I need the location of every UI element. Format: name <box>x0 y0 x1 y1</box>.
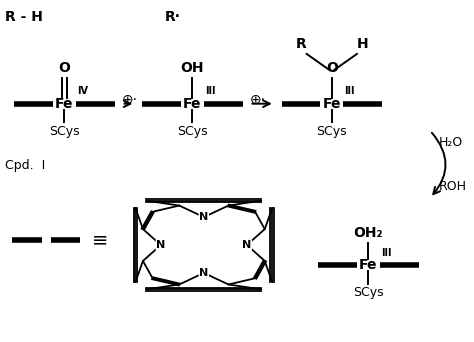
Text: ⊕·: ⊕· <box>249 93 265 107</box>
Text: SCys: SCys <box>177 125 208 138</box>
Text: III: III <box>205 86 216 96</box>
Text: ≡: ≡ <box>92 231 108 249</box>
Text: N: N <box>156 240 165 250</box>
Text: SCys: SCys <box>353 286 383 299</box>
Text: N: N <box>242 240 252 250</box>
Text: III: III <box>381 248 392 258</box>
Text: SCys: SCys <box>317 125 347 138</box>
Text: OH₂: OH₂ <box>354 226 383 240</box>
Text: III: III <box>345 86 355 96</box>
Text: ROH: ROH <box>439 180 467 193</box>
Text: Fe: Fe <box>55 97 74 111</box>
Text: Fe: Fe <box>322 97 341 111</box>
Text: N: N <box>199 268 209 278</box>
Text: Fe: Fe <box>359 258 378 272</box>
Text: Cpd.  I: Cpd. I <box>5 159 46 172</box>
Text: O: O <box>58 61 71 75</box>
Text: Fe: Fe <box>183 97 201 111</box>
Text: OH: OH <box>181 61 204 75</box>
Text: ⊕·: ⊕· <box>122 93 137 107</box>
Text: O: O <box>326 61 338 75</box>
Text: IV: IV <box>77 86 88 96</box>
Text: R: R <box>295 37 306 51</box>
Text: H: H <box>357 37 369 51</box>
Text: H₂O: H₂O <box>439 136 464 149</box>
Text: N: N <box>199 212 209 222</box>
Text: R·: R· <box>165 10 181 24</box>
Text: SCys: SCys <box>49 125 80 138</box>
Text: R - H: R - H <box>5 10 43 24</box>
